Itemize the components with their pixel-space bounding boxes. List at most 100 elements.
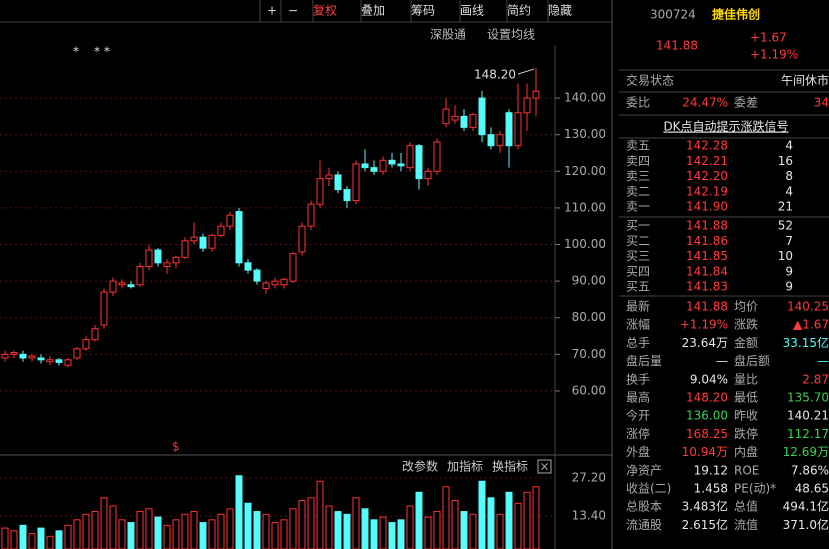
- candle-body: [91, 328, 99, 341]
- stat-label: 流值: [734, 517, 758, 532]
- volume-header-item[interactable]: 改参数: [402, 459, 438, 474]
- stat-label: 最高: [626, 390, 650, 405]
- book-label: 卖五: [626, 139, 650, 153]
- candle-body: [217, 225, 225, 236]
- stat-label: 跌停: [734, 426, 758, 441]
- candle-body: [388, 159, 396, 165]
- candle-body: [325, 174, 333, 180]
- high-label: 148.20: [474, 68, 516, 82]
- y-tick-label: 110.00: [564, 200, 606, 214]
- marker-stars: *: [73, 45, 79, 59]
- candle-body: [190, 236, 198, 242]
- stat-value: ▲1.67: [793, 318, 829, 332]
- stat-value: 135.70: [787, 391, 829, 405]
- stat-value: 168.25: [686, 427, 728, 441]
- stat-value: 19.12: [694, 463, 728, 477]
- stat-value: 494.1亿: [783, 499, 829, 514]
- signal-link[interactable]: DK点自动提示涨跌信号: [663, 119, 788, 134]
- toolbar-button[interactable]: 简约: [507, 3, 531, 18]
- toolbar-button[interactable]: +: [267, 4, 277, 18]
- stat-value: 1.458: [694, 482, 728, 496]
- price-change: +1.67: [750, 31, 787, 45]
- stat-value: 2.87: [802, 372, 829, 386]
- candle-body: [469, 114, 477, 128]
- volume-bar: [352, 497, 360, 549]
- stat-value: 371.0亿: [783, 517, 829, 532]
- candle-body: [415, 145, 423, 180]
- toolbar-button[interactable]: 叠加: [361, 4, 385, 18]
- candle-body: [208, 234, 216, 249]
- annotation-arrow: [517, 68, 535, 75]
- volume-header-item[interactable]: 换指标: [492, 459, 528, 474]
- stat-label: 今开: [626, 408, 650, 423]
- volume-bar: [136, 511, 144, 549]
- volume-bar: [37, 527, 45, 549]
- toolbar-button[interactable]: 复权: [313, 4, 337, 18]
- candle-body: [370, 167, 378, 172]
- candle-body: [487, 134, 495, 147]
- toolbar-button[interactable]: 画线: [460, 4, 484, 18]
- volume-bar: [73, 519, 81, 549]
- close-button[interactable]: [537, 459, 552, 474]
- field-label: 委差: [734, 96, 758, 110]
- book-volume: 10: [778, 249, 793, 263]
- volume-bar: [397, 519, 405, 549]
- stat-value: 112.17: [787, 427, 829, 441]
- volume-bar: [208, 519, 216, 549]
- toolbar-button[interactable]: 隐藏: [548, 4, 572, 18]
- book-volume: 9: [785, 280, 793, 294]
- book-label: 买一: [626, 219, 650, 233]
- stat-value: 148.20: [686, 391, 728, 405]
- volume-bar: [289, 508, 297, 549]
- field-label: 委比: [626, 96, 650, 110]
- stat-label: 外盘: [626, 444, 650, 459]
- y-tick-label: 100.00: [564, 237, 606, 251]
- volume-bar: [406, 505, 414, 549]
- volume-bar: [271, 522, 279, 549]
- stat-value: —: [716, 354, 728, 368]
- volume-bar: [244, 502, 252, 549]
- candle-body: [64, 359, 72, 366]
- y-tick-label: 90.00: [572, 274, 606, 288]
- volume-header-item[interactable]: 加指标: [447, 459, 483, 474]
- stat-value: +1.19%: [680, 318, 728, 332]
- book-price: 141.83: [686, 280, 728, 294]
- candle-body: [352, 163, 360, 202]
- stat-label: ROE: [734, 463, 759, 477]
- stat-label: 量比: [734, 372, 758, 386]
- toolbar-button[interactable]: −: [288, 4, 298, 18]
- volume-bar: [460, 511, 468, 549]
- chart-header-item[interactable]: 设置均线: [487, 28, 535, 42]
- candle-body: [316, 178, 324, 205]
- candle-body: [244, 262, 252, 271]
- book-price: 142.28: [686, 139, 728, 153]
- stock-code: 300724: [650, 8, 696, 22]
- stat-value: 136.00: [686, 409, 728, 423]
- candle-body: [28, 355, 36, 359]
- stat-label: 涨停: [626, 426, 650, 441]
- candle-body: [136, 265, 144, 286]
- stat-value: 12.69万: [783, 445, 829, 459]
- candle-body: [262, 282, 270, 289]
- toolbar-button[interactable]: 筹码: [411, 4, 435, 18]
- y-tick-label: 80.00: [572, 310, 606, 324]
- chart-header-item[interactable]: 深股通: [430, 28, 466, 42]
- y-tick-label: 27.20: [572, 470, 606, 484]
- candle-body: [199, 236, 207, 249]
- candle-body: [514, 112, 522, 147]
- book-price: 141.85: [686, 249, 728, 263]
- volume-bar: [334, 511, 342, 549]
- volume-bar: [154, 516, 162, 549]
- field-value: 24.47%: [682, 96, 728, 110]
- book-volume: 7: [785, 234, 793, 248]
- volume-bar: [478, 480, 486, 549]
- volume-bar: [298, 500, 306, 549]
- candle-body: [505, 112, 513, 147]
- candle-body: [37, 357, 45, 361]
- y-tick-label: 130.00: [564, 127, 606, 141]
- volume-bar: [316, 480, 324, 549]
- volume-bar: [361, 508, 369, 549]
- stat-value: 9.04%: [690, 372, 728, 386]
- close-icon[interactable]: ×: [539, 460, 549, 474]
- volume-bar: [172, 519, 180, 549]
